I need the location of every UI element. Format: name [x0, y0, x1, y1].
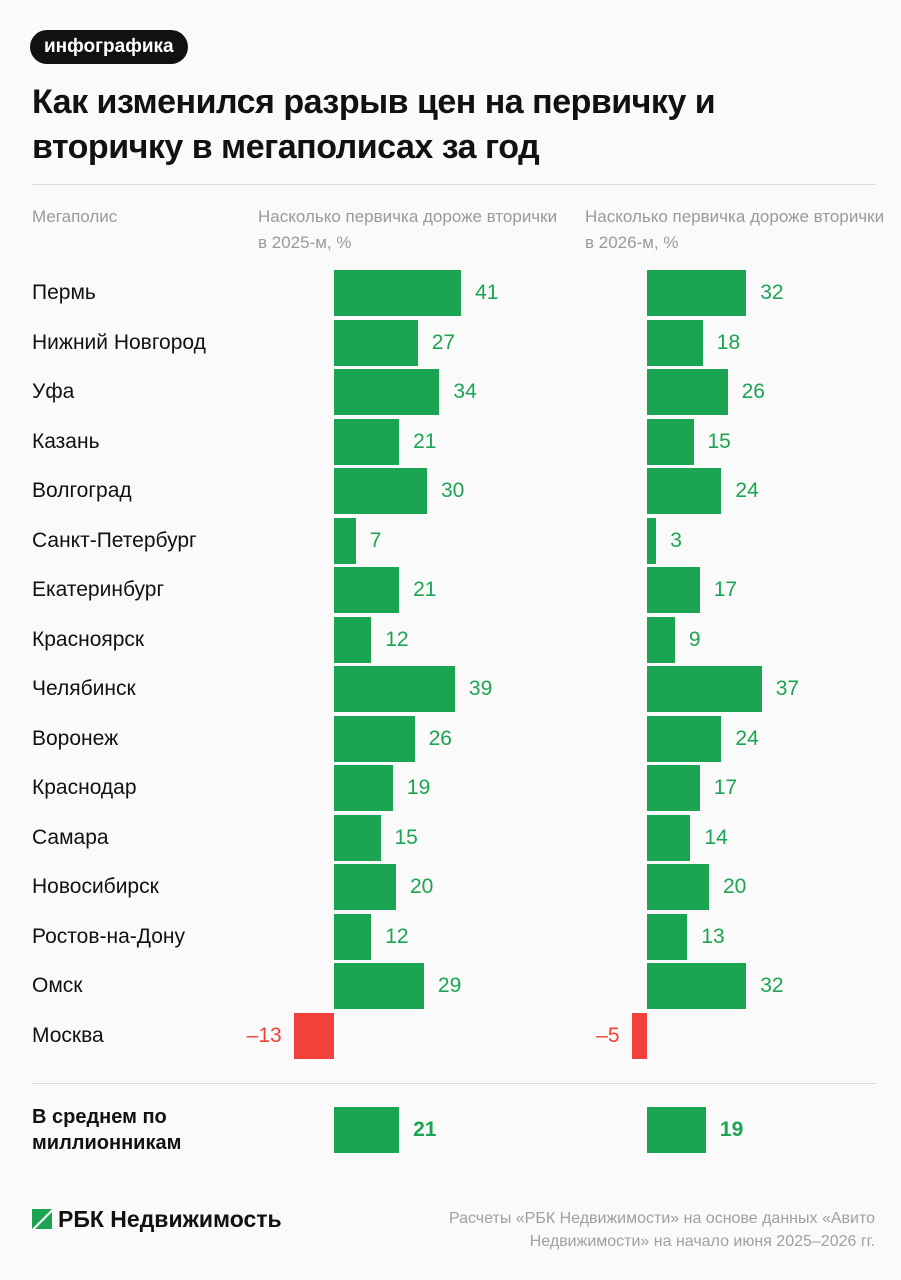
- divider: [32, 1083, 875, 1084]
- value-label: 17: [713, 776, 738, 800]
- bar: [334, 369, 440, 416]
- value-label: 32: [760, 974, 784, 998]
- value-label: 9: [688, 627, 701, 651]
- bar: [334, 666, 455, 713]
- value-label: 18: [716, 330, 741, 354]
- chart-title: Как изменился разрыв цен на первичку и в…: [32, 83, 716, 166]
- bar: [334, 1107, 400, 1153]
- series-header: Насколько первичка дороже вторички в 202…: [258, 207, 558, 252]
- value-label: 30: [441, 479, 465, 503]
- bar: [647, 319, 703, 366]
- bar: [293, 1012, 334, 1059]
- bar: [334, 567, 400, 614]
- summary-label: В среднем по миллионникам: [32, 1106, 182, 1154]
- bar: [647, 616, 675, 663]
- bar: [631, 1012, 647, 1059]
- value-label: 20: [410, 875, 434, 899]
- category-label: Ростов-на-Дону: [32, 924, 185, 948]
- category-label: Самара: [32, 825, 109, 849]
- bar: [647, 369, 728, 416]
- bar: [334, 270, 462, 316]
- bar: [647, 814, 691, 861]
- value-label: 41: [475, 281, 499, 304]
- category-label: Москва: [32, 1023, 104, 1047]
- value-label: –13: [246, 1023, 282, 1047]
- category-label: Пермь: [32, 281, 96, 304]
- logo-text: РБК Недвижимость: [58, 1206, 282, 1232]
- value-label: 24: [735, 726, 759, 750]
- value-label: 27: [431, 330, 456, 354]
- bar: [647, 567, 700, 614]
- value-label: 34: [453, 380, 477, 404]
- bar: [334, 715, 415, 762]
- value-label: 19: [406, 776, 431, 800]
- category-label: Омск: [32, 974, 83, 998]
- divider: [32, 184, 875, 185]
- value-label: 13: [701, 924, 725, 948]
- bar: [334, 517, 356, 564]
- bar: [334, 616, 372, 663]
- value-label: 39: [468, 677, 493, 701]
- bar: [334, 913, 372, 960]
- value-label: 37: [775, 677, 800, 701]
- value-label: 17: [713, 578, 738, 602]
- value-label: 19: [719, 1118, 744, 1141]
- bar: [647, 418, 694, 465]
- category-label: Красноярск: [32, 627, 145, 651]
- badge: инфографика: [30, 30, 188, 64]
- value-label: 26: [741, 380, 765, 404]
- value-label: –5: [596, 1023, 620, 1047]
- bar: [647, 913, 688, 960]
- value-label: 15: [707, 429, 731, 453]
- value-label: 14: [704, 825, 728, 849]
- value-label: 26: [428, 726, 452, 750]
- category-label: Челябинск: [32, 677, 136, 701]
- value-label: 12: [385, 924, 409, 948]
- bar: [334, 963, 424, 1010]
- category-label: Нижний Новгород: [32, 330, 206, 354]
- logo: РБК Недвижимость: [32, 1205, 282, 1233]
- logo-mark: [32, 1209, 52, 1229]
- value-label: 24: [735, 479, 759, 503]
- value-label: 32: [760, 281, 784, 304]
- value-label: 21: [413, 429, 437, 453]
- series-header: Насколько первичка дороже вторички в 202…: [585, 207, 885, 252]
- source-note: Расчеты «РБК Недвижимости» на основе дан…: [448, 1210, 875, 1250]
- bar: [647, 715, 722, 762]
- value-label: 29: [437, 974, 462, 998]
- category-label: Уфа: [32, 380, 75, 404]
- bar: [334, 765, 393, 812]
- value-label: 3: [670, 528, 682, 552]
- bar: [647, 517, 657, 564]
- value-label: 21: [413, 578, 437, 602]
- bar: [647, 1107, 706, 1153]
- category-label: Санкт-Петербург: [32, 528, 197, 552]
- category-label: Волгоград: [32, 479, 132, 503]
- bar: [647, 963, 747, 1010]
- category-label: Екатеринбург: [32, 578, 165, 602]
- value-label: 21: [413, 1118, 437, 1141]
- category-label: Новосибирск: [32, 875, 159, 899]
- bar: [647, 468, 722, 515]
- category-label: Воронеж: [32, 726, 119, 750]
- bar: [647, 765, 700, 812]
- category-header: Мегаполис: [32, 207, 118, 226]
- value-label: 12: [385, 627, 409, 651]
- bar: [647, 270, 747, 316]
- bar: [334, 814, 381, 861]
- value-label: 15: [394, 825, 418, 849]
- value-label: 20: [723, 875, 747, 899]
- bar: [334, 418, 400, 465]
- bar: [334, 468, 427, 515]
- bar: [647, 864, 709, 911]
- bar: [334, 864, 396, 911]
- category-label: Казань: [32, 429, 100, 453]
- bar: [334, 319, 418, 366]
- category-label: Краснодар: [32, 776, 137, 800]
- value-label: 7: [369, 528, 382, 552]
- bar: [647, 666, 762, 713]
